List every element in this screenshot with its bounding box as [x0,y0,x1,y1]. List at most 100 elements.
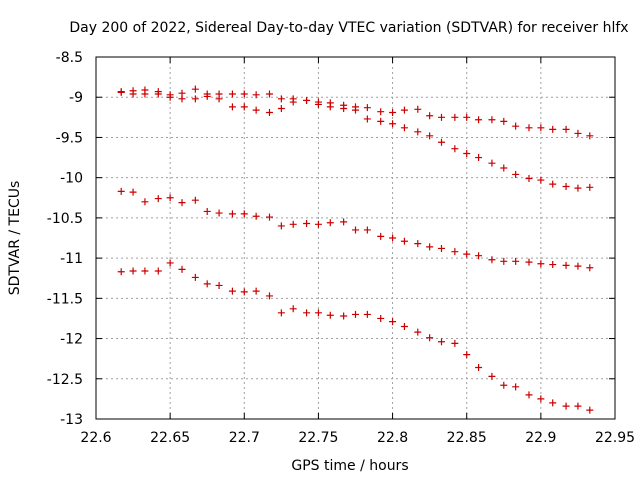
y-tick-label: -9 [69,90,83,106]
data-point-marker [289,305,297,313]
data-point-marker [117,187,125,195]
x-tick-label: 22.7 [229,430,260,446]
data-point-marker [141,267,149,275]
data-point-marker [340,218,348,226]
y-tick-labels: -8.5 -9 -9.5 -10 -10.5 -11 -11.5 -12 -12.5 -13 [47,50,83,428]
series-track-2 [117,88,594,192]
data-point-marker [562,402,570,410]
data-point-marker [586,183,594,191]
data-point-marker [451,248,459,256]
data-point-marker [252,287,260,295]
data-point-marker [252,91,260,99]
data-point-marker [562,183,570,191]
data-point-marker [438,113,446,121]
data-point-marker [265,213,273,221]
data-point-marker [191,85,199,93]
data-point-marker [129,188,137,196]
data-point-marker [215,209,223,217]
data-point-marker [574,402,582,410]
data-point-marker [400,106,408,114]
data-point-marker [463,250,471,258]
data-point-marker [500,117,508,125]
data-point-marker [240,103,248,111]
data-point-marker [117,88,125,96]
data-point-marker [451,339,459,347]
data-point-marker [326,103,334,111]
data-point-marker [562,261,570,269]
data-point-marker [389,234,397,242]
y-tick-label: -12.5 [47,372,83,388]
data-point-marker [475,116,483,124]
data-point-marker [340,104,348,112]
data-point-marker [363,115,371,123]
data-point-marker [203,280,211,288]
x-tick-label: 22.9 [525,430,556,446]
data-point-marker [475,252,483,260]
data-point-marker [426,243,434,251]
data-point-marker [352,226,359,234]
data-point-marker [549,261,557,269]
data-point-marker [154,90,162,98]
data-point-marker [586,406,594,414]
data-point-marker [314,100,322,108]
data-point-marker [340,312,348,320]
data-point-marker [586,132,594,140]
data-point-marker [277,222,285,230]
data-point-marker [414,240,422,248]
data-point-marker [252,212,260,220]
data-point-marker [303,96,311,104]
data-point-marker [463,351,471,359]
data-point-marker [228,210,236,218]
data-point-marker [463,113,471,121]
data-point-marker [178,265,186,273]
data-point-marker [129,90,137,98]
data-point-marker [129,267,137,275]
data-point-marker [228,90,236,98]
series-track-3 [117,187,594,272]
series-track-4 [117,259,594,414]
data-point-marker [426,334,434,342]
data-point-marker [191,273,199,281]
data-point-marker [166,259,174,267]
data-point-marker [451,113,459,121]
data-point-marker [488,159,496,167]
data-point-marker [240,90,248,98]
x-tick-label: 22.65 [150,430,190,446]
data-point-marker [500,164,508,172]
data-point-marker [240,210,248,218]
y-tick-label: -11.5 [47,291,83,307]
data-point-marker [525,124,533,132]
data-point-marker [377,232,385,240]
data-point-marker [414,328,422,336]
data-point-marker [400,237,408,245]
data-point-marker [326,219,334,227]
data-point-marker [352,106,359,114]
data-point-marker [500,257,508,265]
y-axis-label: SDTVAR / TECUs [7,181,23,296]
data-point-marker [525,174,533,182]
plot-frame [95,56,616,420]
x-tick-label: 22.8 [377,430,408,446]
data-point-marker [400,322,408,330]
data-point-marker [537,176,545,184]
y-tick-label: -10 [60,171,83,187]
data-point-marker [549,399,557,407]
data-point-marker [289,220,297,228]
x-tick-label: 22.75 [298,430,338,446]
data-point-marker [277,104,285,112]
data-point-marker [265,90,273,98]
data-point-marker [389,120,397,128]
data-point-marker [586,264,594,272]
x-tick-label: 22.6 [80,430,111,446]
data-point-marker [289,98,297,106]
data-point-marker [265,292,273,300]
data-point-marker [228,103,236,111]
data-point-marker [377,108,385,116]
data-point-marker [549,125,557,133]
data-point-marker [277,309,285,317]
data-point-marker [414,105,422,113]
data-point-marker [303,220,311,228]
data-point-marker [525,391,533,399]
